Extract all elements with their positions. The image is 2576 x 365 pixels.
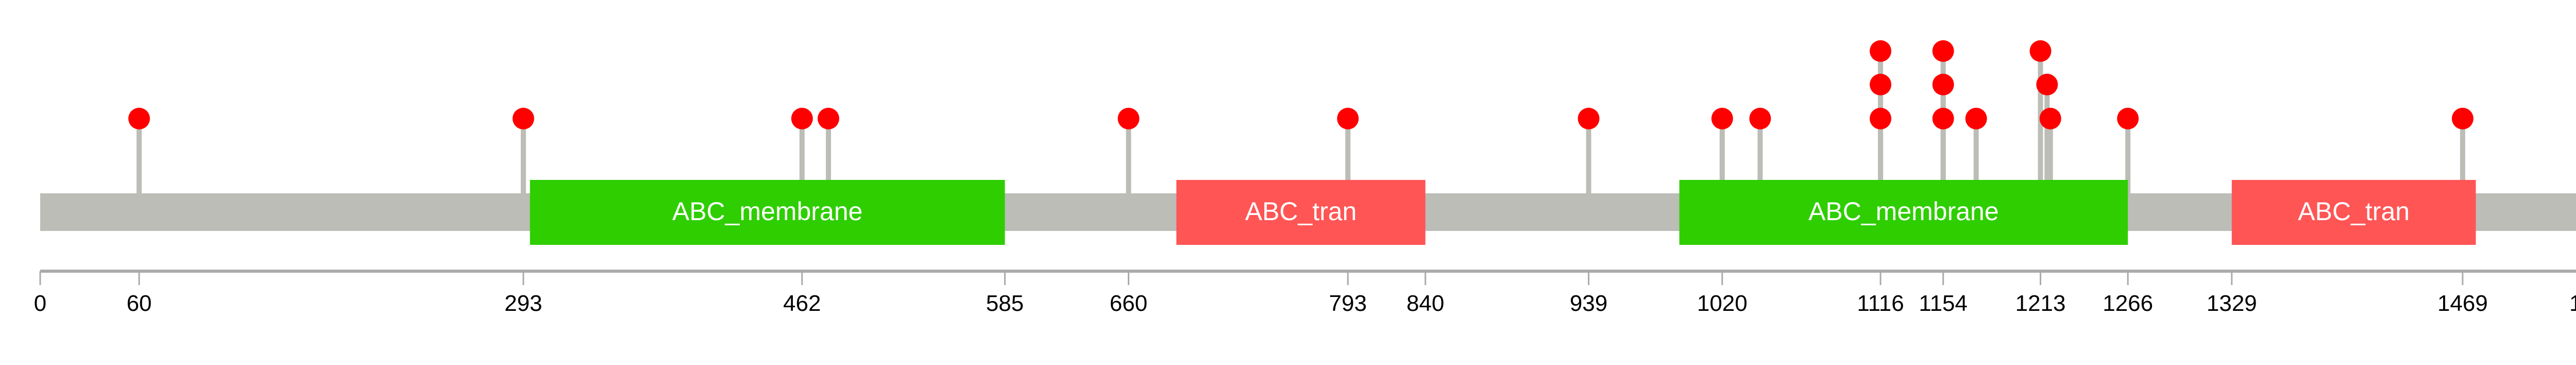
- x-tick: [1942, 271, 1944, 285]
- x-tick: [1128, 271, 1130, 285]
- mutation-head: [1870, 74, 1892, 95]
- domain-label: ABC_tran: [2298, 197, 2410, 226]
- x-axis-line: [40, 270, 2576, 273]
- domain-abc-membrane: [1679, 180, 2128, 245]
- mutation-head: [1932, 40, 1954, 62]
- mutation-stem: [1586, 119, 1591, 193]
- mutation-stem: [2125, 119, 2131, 193]
- mutation-head: [2451, 108, 2473, 129]
- x-tick-label: 0: [34, 291, 46, 316]
- mutation-stem: [2044, 85, 2050, 193]
- x-tick-label: 1020: [1697, 291, 1748, 316]
- mutation-stem: [1973, 119, 1979, 193]
- x-tick-label: 1329: [2207, 291, 2257, 316]
- mutation-head: [817, 108, 839, 129]
- x-tick-label: 1469: [2437, 291, 2488, 316]
- x-tick: [1347, 271, 1349, 285]
- x-tick-label: 1154: [1919, 291, 1968, 316]
- domain-abc-tran: [2231, 180, 2476, 245]
- x-tick-label: 939: [1570, 291, 1607, 316]
- mutation-stem: [799, 119, 805, 193]
- mutation-stem: [2460, 119, 2465, 193]
- mutation-stem: [1126, 119, 1131, 193]
- mutation-head: [1932, 74, 1954, 95]
- x-tick: [2231, 271, 2233, 285]
- domain-label: ABC_membrane: [672, 197, 863, 226]
- x-tick: [1721, 271, 1723, 285]
- mutation-stem: [825, 119, 831, 193]
- mutation-head: [512, 108, 534, 129]
- mutation-head: [1965, 108, 1987, 129]
- domain-abc-membrane: [530, 180, 1005, 245]
- domain-label: ABC_membrane: [1808, 197, 1999, 226]
- x-tick: [39, 271, 41, 285]
- x-tick: [801, 271, 803, 285]
- x-tick-label: 1213: [2015, 291, 2066, 316]
- domain-label: ABC_tran: [1245, 197, 1357, 226]
- mutation-head: [2036, 74, 2058, 95]
- x-tick: [1004, 271, 1006, 285]
- x-tick-label: 793: [1329, 291, 1367, 316]
- x-tick: [1588, 271, 1590, 285]
- mutation-head: [128, 108, 150, 129]
- x-tick-label: 660: [1110, 291, 1147, 316]
- mutation-stem: [1345, 119, 1351, 193]
- x-tick: [138, 271, 140, 285]
- x-tick-label: 462: [783, 291, 821, 316]
- mutation-head: [791, 108, 813, 129]
- mutation-head: [1932, 108, 1954, 129]
- x-tick-label: 293: [504, 291, 542, 316]
- x-tick-label: 1266: [2103, 291, 2153, 316]
- mutation-stem: [137, 119, 142, 193]
- mutation-head: [2117, 108, 2139, 129]
- mutation-head: [1749, 108, 1771, 129]
- x-tick: [1879, 271, 1882, 285]
- mutation-head: [2039, 108, 2061, 129]
- mutation-head: [1870, 108, 1892, 129]
- x-tick: [2127, 271, 2129, 285]
- mutation-stem: [520, 119, 526, 193]
- mutation-stem: [1757, 119, 1763, 193]
- x-tick-label: 60: [127, 291, 152, 316]
- x-tick-label: 1549: [2569, 291, 2576, 316]
- x-tick: [2462, 271, 2464, 285]
- domain-abc-tran: [1176, 180, 1426, 245]
- mutation-stem: [1719, 119, 1725, 193]
- mutation-head: [1711, 108, 1733, 129]
- mutation-stem: [2047, 119, 2053, 193]
- x-tick-label: 840: [1406, 291, 1444, 316]
- x-tick: [522, 271, 524, 285]
- x-tick: [1425, 271, 1427, 285]
- x-tick-label: 585: [986, 291, 1024, 316]
- mutation-head: [1117, 108, 1140, 129]
- mutation-head: [1870, 40, 1892, 62]
- x-tick-label: 1116: [1857, 291, 1904, 316]
- mutation-head: [1337, 108, 1359, 129]
- x-tick: [2040, 271, 2042, 285]
- mutation-head: [1578, 108, 1600, 129]
- mutation-head: [2029, 40, 2052, 62]
